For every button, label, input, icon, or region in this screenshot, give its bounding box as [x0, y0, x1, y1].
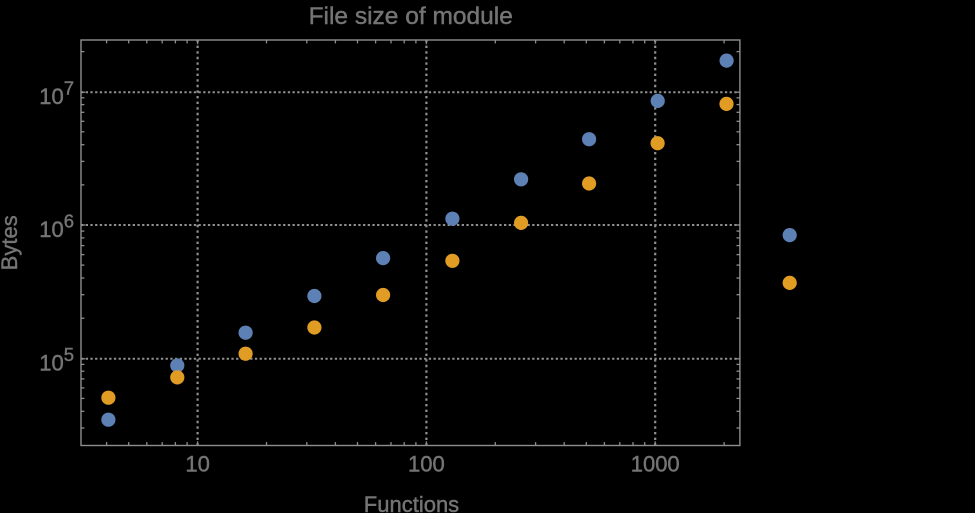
- svg-text:1000: 1000: [631, 452, 680, 477]
- svg-text:100: 100: [408, 452, 445, 477]
- svg-text:10: 10: [185, 452, 209, 477]
- svg-text:File size of module: File size of module: [309, 3, 513, 30]
- svg-text:Bytes: Bytes: [0, 215, 22, 270]
- svg-text:Functions: Functions: [364, 492, 459, 513]
